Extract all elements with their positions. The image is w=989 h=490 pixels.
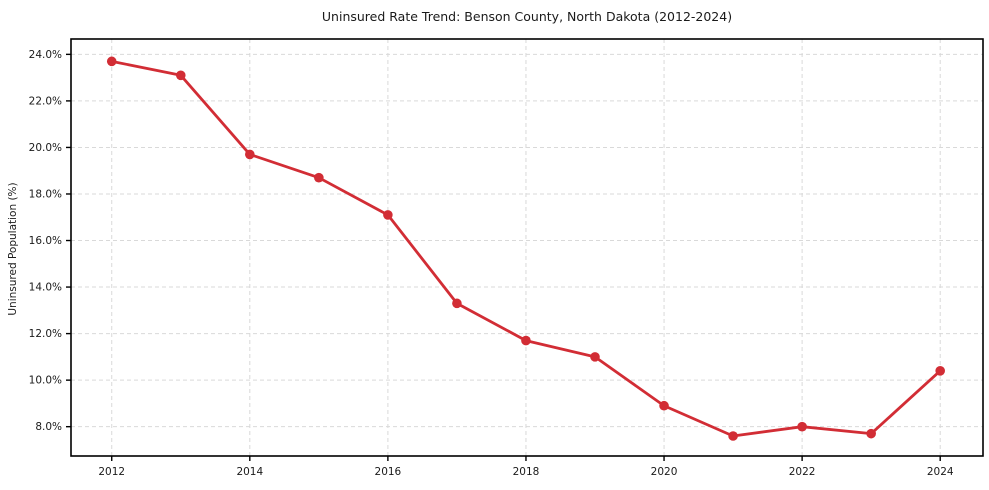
- x-tick-label: 2012: [98, 466, 125, 478]
- y-tick-label: 20.0%: [29, 142, 62, 154]
- data-point: [452, 298, 462, 309]
- y-tick-label: 22.0%: [29, 95, 62, 107]
- x-tick-label: 2014: [236, 466, 263, 478]
- y-tick-label: 8.0%: [35, 421, 62, 433]
- data-point: [314, 172, 324, 183]
- y-tick-label: 12.0%: [29, 328, 62, 340]
- y-tick-label: 10.0%: [29, 375, 62, 387]
- y-tick-label: 14.0%: [29, 282, 62, 294]
- y-tick-label: 16.0%: [29, 235, 62, 247]
- y-tick-label: 24.0%: [29, 49, 62, 61]
- x-tick-label: 2016: [375, 466, 402, 478]
- x-tick-label: 2020: [651, 466, 678, 478]
- data-point: [659, 400, 669, 411]
- data-point: [866, 428, 876, 439]
- data-point: [383, 210, 393, 220]
- y-tick-label: 18.0%: [29, 188, 62, 200]
- chart-title: Uninsured Rate Trend: Benson County, Nor…: [321, 9, 733, 24]
- data-point: [245, 149, 255, 160]
- data-point: [175, 70, 186, 81]
- data-point: [935, 366, 945, 376]
- x-tick-label: 2018: [513, 466, 540, 478]
- data-point: [590, 352, 600, 362]
- data-point: [797, 421, 807, 432]
- x-tick-label: 2024: [927, 466, 954, 478]
- data-point: [106, 56, 117, 67]
- data-point: [728, 431, 738, 441]
- x-tick-label: 2022: [789, 466, 816, 478]
- axes-frame: [70, 38, 984, 457]
- data-point: [521, 335, 531, 346]
